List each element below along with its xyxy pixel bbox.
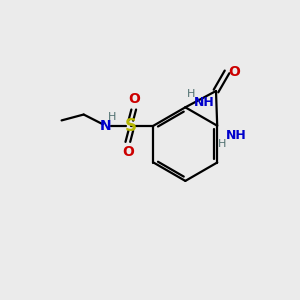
Text: N: N <box>100 119 112 133</box>
Text: H: H <box>218 139 227 149</box>
Text: O: O <box>228 65 240 79</box>
Text: H: H <box>108 112 116 122</box>
Text: H: H <box>186 89 195 99</box>
Text: S: S <box>125 117 137 135</box>
Text: O: O <box>122 145 134 159</box>
Text: NH: NH <box>194 96 214 110</box>
Text: NH: NH <box>226 129 246 142</box>
Text: O: O <box>128 92 140 106</box>
